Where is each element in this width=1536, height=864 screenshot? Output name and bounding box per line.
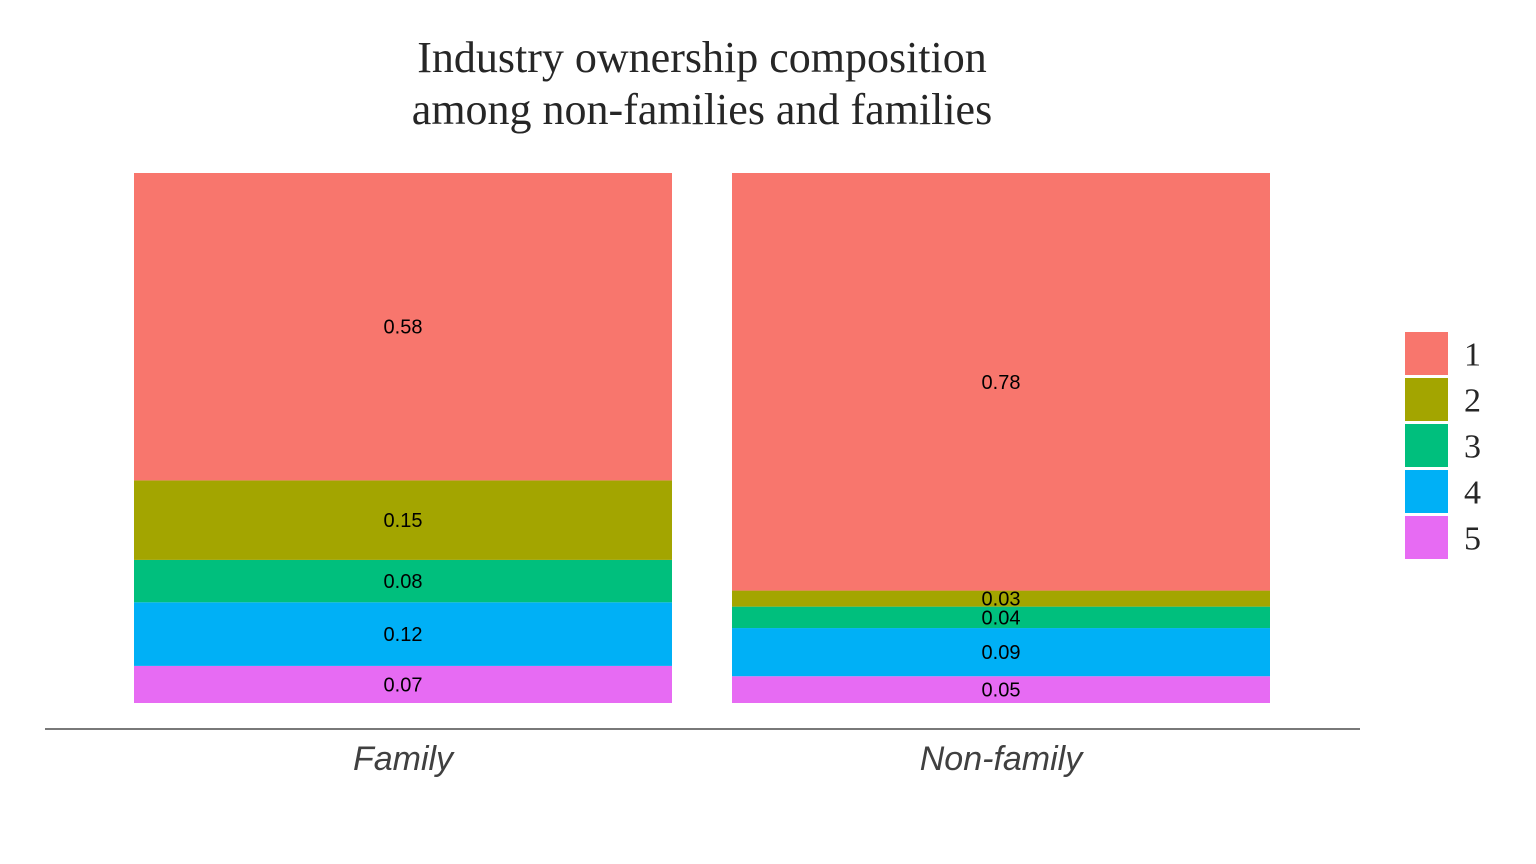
data-label-non-family-series-2: 0.03 (982, 589, 1021, 611)
x-tick-label-non-family: Non-family (920, 740, 1084, 778)
legend-key-4 (1405, 470, 1448, 513)
legend-label-2: 2 (1464, 383, 1481, 420)
legend-key-5 (1405, 516, 1448, 559)
data-label-non-family-series-5: 0.05 (982, 680, 1021, 702)
bar-segment-family-series-2 (134, 480, 672, 560)
bar-segment-non-family-series-3 (732, 606, 1270, 629)
bar-segment-family-series-3 (134, 559, 672, 603)
bar-segment-family-series-4 (134, 602, 672, 666)
legend-key-2 (1405, 378, 1448, 421)
chart-title-line-2: among non-families and families (411, 85, 993, 134)
bar-segment-non-family-series-4 (732, 628, 1270, 677)
data-label-family-series-1: 0.58 (384, 317, 423, 339)
data-label-family-series-5: 0.07 (384, 674, 423, 696)
legend-label-1: 1 (1464, 337, 1481, 374)
legend-key-1 (1405, 332, 1448, 375)
legend-label-4: 4 (1464, 475, 1481, 512)
data-label-family-series-2: 0.15 (384, 510, 423, 532)
bar-segment-non-family-series-5 (732, 676, 1270, 703)
legend-key-3 (1405, 424, 1448, 467)
data-label-non-family-series-1: 0.78 (982, 372, 1021, 394)
bar-segment-non-family-series-1 (732, 173, 1270, 591)
bar-segment-non-family-series-2 (732, 590, 1270, 607)
legend-label-5: 5 (1464, 521, 1481, 558)
chart-title-line-1: Industry ownership composition (417, 33, 987, 82)
data-label-non-family-series-4: 0.09 (982, 642, 1021, 664)
data-label-family-series-4: 0.12 (384, 624, 423, 646)
bar-segment-family-series-5 (134, 665, 672, 703)
x-tick-label-family: Family (353, 740, 455, 778)
data-label-non-family-series-3: 0.04 (982, 607, 1021, 629)
data-label-family-series-3: 0.08 (384, 571, 423, 593)
bar-segment-family-series-1 (134, 173, 672, 481)
legend-label-3: 3 (1464, 429, 1481, 466)
